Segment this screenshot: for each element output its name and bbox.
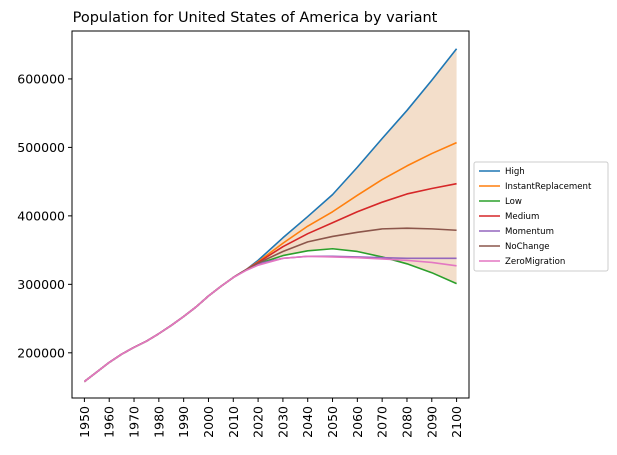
legend-label: NoChange [505,242,550,252]
x-tick-label: 2060 [350,406,365,438]
legend-label: ZeroMigration [505,257,565,267]
x-tick-label: 2090 [424,406,439,438]
plot-frame [71,30,470,399]
legend-label: Low [505,197,522,207]
legend-frame [473,161,609,272]
x-tick-label: 1980 [151,406,166,438]
series-line-momentum [83,255,457,383]
y-axis: 200000 300000 400000 500000 600000 [17,71,72,360]
series-line-low [83,247,457,383]
y-tick-label: 500000 [17,140,65,155]
legend-label: Medium [505,212,539,222]
x-tick-label: 1990 [176,406,191,438]
y-tick-label: 200000 [17,345,65,360]
legend-label: Momentum [505,227,554,237]
x-tick-label: 1960 [102,406,117,438]
y-tick-label: 300000 [17,277,65,292]
x-tick-label: 2100 [449,406,464,438]
x-tick-label: 2040 [300,406,315,438]
x-tick-label: 2000 [201,406,216,438]
x-tick-label: 2070 [375,406,390,438]
series-line-zeromigration [83,255,457,383]
legend: High InstantReplacement Low Medium Momentum N… [473,161,609,272]
series-lines-layer [83,48,458,383]
x-tick-label: 2010 [226,406,241,438]
y-tick-label: 600000 [17,71,65,86]
y-tick-label: 400000 [17,208,65,223]
x-tick-label: 2050 [325,406,340,438]
projection-band-layer [258,48,457,284]
x-tick-label: 2080 [399,406,414,438]
projection-range-band [258,48,457,284]
x-tick-label: 1970 [127,406,142,438]
x-axis: 1950 1960 1970 1980 1990 2000 2010 2020 2030 2040… [77,398,464,438]
legend-label: InstantReplacement [505,182,592,192]
x-tick-label: 1950 [77,406,92,438]
chart-title: Population for United States of America … [73,10,438,26]
x-tick-label: 2030 [275,406,290,438]
legend-label: High [505,167,525,177]
x-tick-label: 2020 [251,406,266,438]
